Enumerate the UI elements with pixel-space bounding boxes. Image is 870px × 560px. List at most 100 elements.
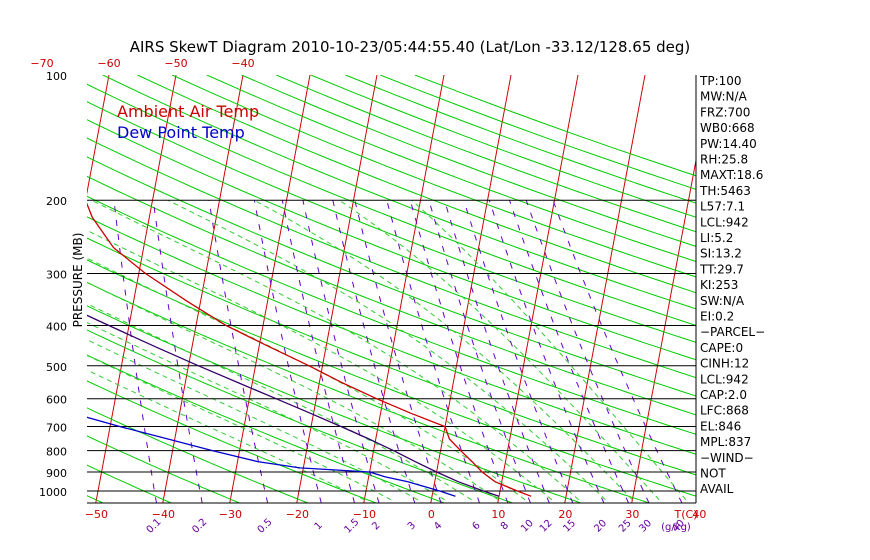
bottom-tick-label: −40 — [152, 508, 175, 521]
mixing-ratio-line — [332, 200, 416, 503]
sounding-series — [87, 202, 532, 497]
dry-adiabats — [0, 75, 696, 503]
mixing-ratio-line — [488, 200, 605, 503]
mixing-ratio-label: 8 — [499, 520, 511, 532]
mixing-ratio-line — [428, 200, 531, 503]
stability-index: EL:846 — [700, 419, 741, 433]
pressure-tick-label: 400 — [46, 320, 67, 333]
pressure-tick-label: 1000 — [39, 486, 67, 499]
stability-index: TH:5463 — [699, 184, 751, 198]
dry-adiabat-line — [310, 75, 696, 218]
isotherm-line — [564, 75, 646, 503]
stability-index: SW:N/A — [700, 294, 745, 308]
mixing-ratio-line — [386, 200, 481, 503]
stability-index: −PARCEL− — [700, 325, 765, 339]
dry-adiabat-line — [0, 75, 35, 503]
top-tick-label: −70 — [30, 57, 53, 70]
dry-adiabat-line — [87, 281, 651, 503]
stability-index: TP:100 — [699, 74, 742, 88]
stability-index: LCL:942 — [700, 372, 749, 386]
stability-index: L57:7.1 — [700, 200, 745, 214]
bottom-tick-label: −50 — [85, 508, 108, 521]
dry-adiabat-line — [87, 216, 696, 455]
top-tick-label: −60 — [97, 57, 120, 70]
mixing-ratio-label: 0.5 — [256, 517, 275, 536]
stability-index: MW:N/A — [700, 90, 748, 104]
stability-index: MPL:837 — [700, 435, 751, 449]
bottom-tick-label: −10 — [353, 508, 376, 521]
stability-index: MAXT:18.6 — [700, 168, 763, 182]
isotherm-line — [631, 157, 696, 503]
dry-adiabat-line — [87, 237, 696, 476]
stability-index: CAP:2.0 — [700, 388, 747, 402]
mixing-ratio-line — [552, 200, 683, 503]
stability-index: CAPE:0 — [700, 341, 743, 355]
dry-adiabat-line — [87, 407, 309, 503]
mixing-ratio-label: 30 — [637, 518, 654, 535]
dry-adiabat-line — [87, 305, 582, 503]
mixing-ratio-label: 6 — [470, 520, 482, 532]
stability-index: CINH:12 — [700, 357, 749, 371]
mixing-ratio-label: 2 — [370, 520, 382, 532]
pressure-lines — [87, 199, 696, 492]
mixing-ratio-label: 1 — [313, 520, 325, 532]
mixing-ratio-line — [302, 200, 380, 503]
moist-adiabats — [87, 199, 687, 501]
dry-adiabat-line — [87, 83, 696, 326]
stability-index: LFC:868 — [700, 404, 749, 418]
stability-index: FRZ:700 — [700, 105, 750, 119]
dry-adiabat-line — [87, 354, 446, 503]
chart-title: AIRS SkewT Diagram 2010-10-23/05:44:55.4… — [130, 38, 691, 56]
stability-index: SI:13.2 — [700, 247, 742, 261]
dry-adiabat-line — [87, 119, 696, 361]
ambient-temp-line — [87, 202, 532, 497]
top-tick-label: −50 — [164, 57, 187, 70]
pressure-tick-label: 200 — [46, 195, 67, 208]
mixing-ratio-line — [463, 200, 574, 503]
legend-dewpoint: Dew Point Temp — [117, 123, 245, 142]
mixing-ratio-label: 20 — [592, 518, 609, 535]
y-axis-label: PRESSURE (MB) — [71, 233, 85, 328]
moist-adiabat-line — [91, 199, 580, 501]
pressure-tick-label: 700 — [46, 422, 67, 435]
dry-adiabat-line — [87, 464, 172, 503]
bottom-tick-label: −20 — [286, 508, 309, 521]
moist-adiabat-line — [87, 354, 392, 501]
moist-adiabat-line — [253, 199, 633, 501]
dry-adiabat-line — [206, 75, 696, 263]
stability-index: PW:14.40 — [700, 137, 757, 151]
pressure-tick-label: 300 — [46, 268, 67, 281]
mixing-ratio-line — [281, 200, 356, 503]
dry-adiabat-line — [87, 380, 377, 503]
dry-adiabat-line — [87, 156, 696, 397]
pressure-tick-label: 900 — [46, 467, 67, 480]
stability-index: LCL:942 — [700, 215, 749, 229]
dry-adiabat-line — [414, 75, 696, 177]
isotherm-line — [833, 66, 870, 503]
dry-adiabat-line — [171, 75, 696, 278]
legend-ambient: Ambient Air Temp — [117, 102, 259, 121]
mixing-ratio-lines — [113, 200, 683, 503]
isotherm-line — [87, 75, 110, 196]
mixing-ratio-line — [444, 200, 550, 503]
isotherm-line — [766, 66, 848, 503]
isotherm-line — [296, 75, 378, 503]
dry-adiabat-line — [137, 75, 696, 294]
dry-adiabat-line — [87, 195, 696, 435]
bottom-tick-label: −30 — [219, 508, 242, 521]
dry-adiabat-line — [102, 75, 696, 310]
mixing-ratio-line — [354, 200, 442, 503]
dry-adiabat-line — [87, 259, 696, 497]
stability-index: NOT — [700, 467, 726, 481]
mixing-ratio-line — [525, 200, 650, 503]
mixing-ratio-label: 0.2 — [190, 517, 209, 536]
bottom-tick-label: 40 — [692, 508, 706, 521]
mixing-ratio-line — [253, 200, 322, 503]
mixing-ratio-line — [509, 200, 630, 503]
moist-adiabat-line — [339, 199, 660, 501]
pressure-tick-label: 100 — [46, 70, 67, 83]
dewpoint-line — [87, 416, 456, 497]
stability-index: WB0:668 — [700, 121, 755, 135]
pressure-tick-label: 600 — [46, 394, 67, 407]
